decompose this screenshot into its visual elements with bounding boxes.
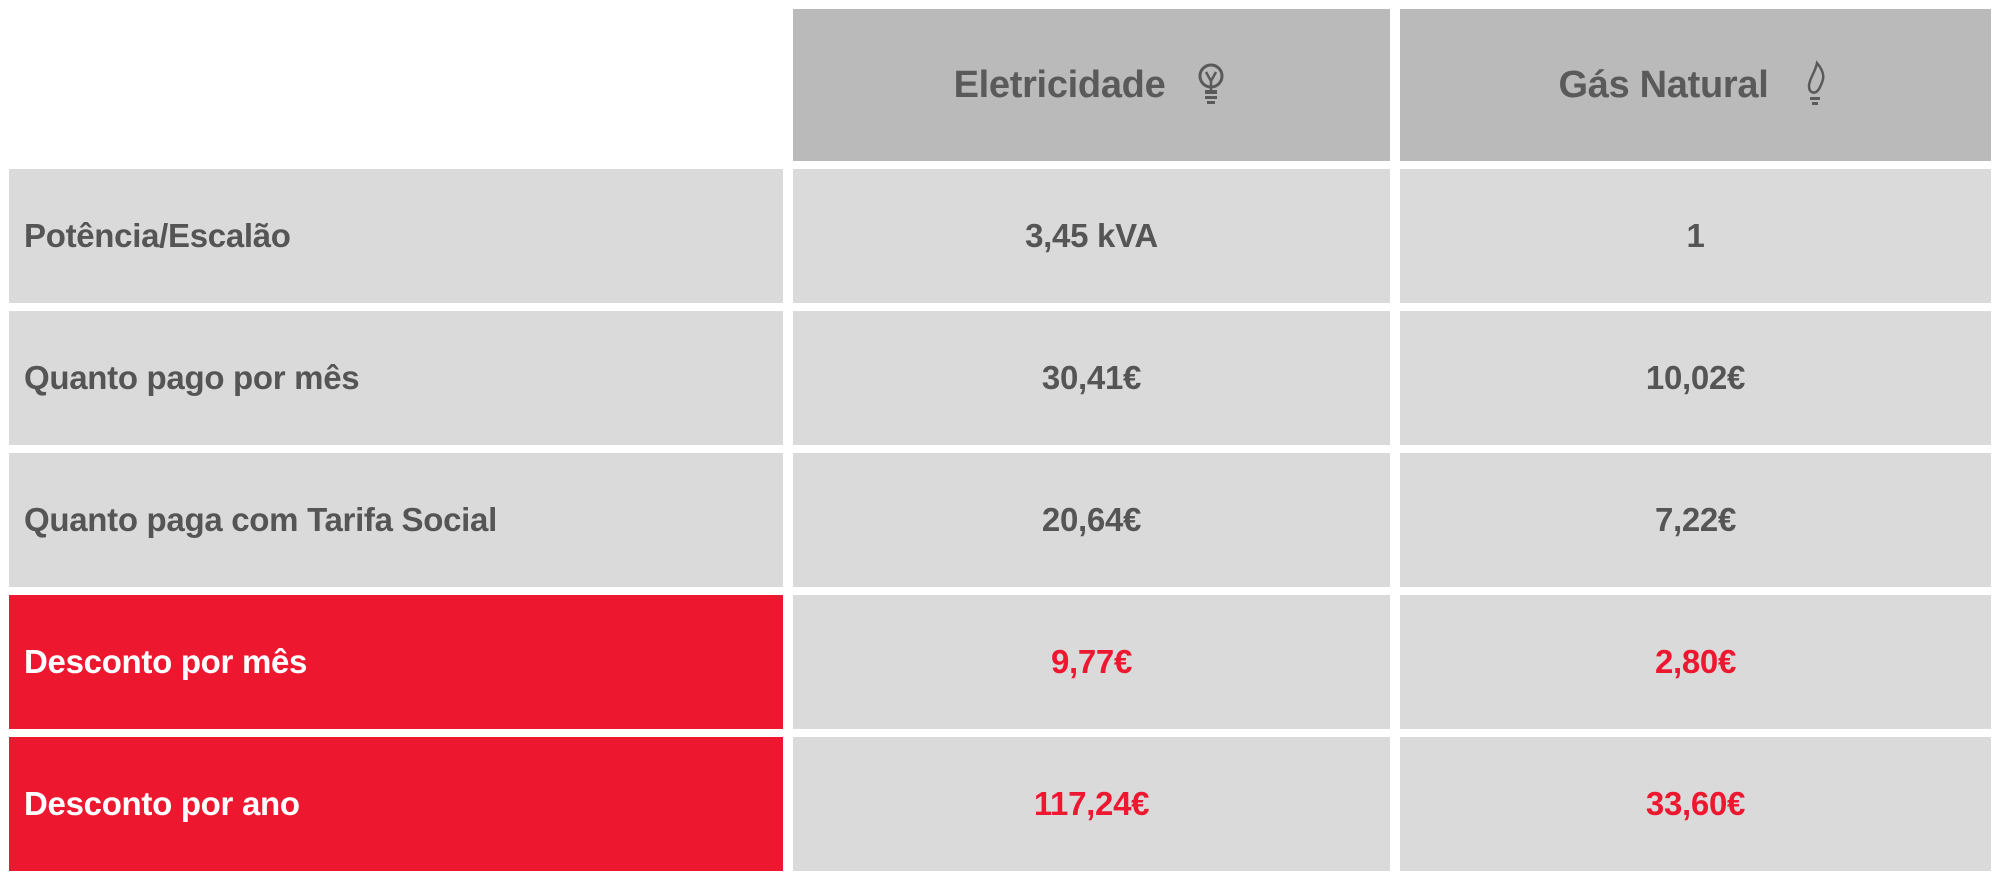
table-corner xyxy=(9,9,783,161)
tariff-comparison-table: Eletricidade Gás Natural Potência/Escalã… xyxy=(9,9,1991,871)
column-header-label: Gás Natural xyxy=(1558,63,1769,106)
cell-electricity-power: 3,45 kVA xyxy=(793,169,1390,303)
column-header-label: Eletricidade xyxy=(953,63,1166,106)
flame-icon xyxy=(1807,60,1824,105)
row-label-social-tariff: Quanto paga com Tarifa Social xyxy=(9,453,783,587)
cell-electricity-yearly-discount: 117,24€ xyxy=(793,737,1390,871)
lightbulb-icon xyxy=(1198,63,1224,104)
column-header-gas: Gás Natural xyxy=(1400,9,1991,161)
row-label-monthly-discount: Desconto por mês xyxy=(9,595,783,729)
column-header-electricity: Eletricidade xyxy=(793,9,1390,161)
cell-gas-monthly-payment: 10,02€ xyxy=(1400,311,1991,445)
cell-gas-yearly-discount: 33,60€ xyxy=(1400,737,1991,871)
cell-gas-social-tariff: 7,22€ xyxy=(1400,453,1991,587)
row-label-yearly-discount: Desconto por ano xyxy=(9,737,783,871)
cell-gas-power: 1 xyxy=(1400,169,1991,303)
row-label-power: Potência/Escalão xyxy=(9,169,783,303)
row-label-monthly-payment: Quanto pago por mês xyxy=(9,311,783,445)
cell-electricity-social-tariff: 20,64€ xyxy=(793,453,1390,587)
cell-gas-monthly-discount: 2,80€ xyxy=(1400,595,1991,729)
cell-electricity-monthly-discount: 9,77€ xyxy=(793,595,1390,729)
cell-electricity-monthly-payment: 30,41€ xyxy=(793,311,1390,445)
